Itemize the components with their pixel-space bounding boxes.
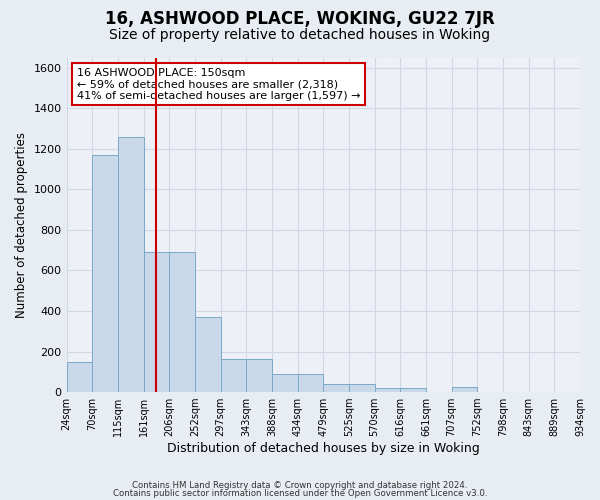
Bar bbox=[349, 384, 374, 392]
Bar bbox=[298, 374, 323, 392]
Text: Contains HM Land Registry data © Crown copyright and database right 2024.: Contains HM Land Registry data © Crown c… bbox=[132, 481, 468, 490]
Text: Contains public sector information licensed under the Open Government Licence v3: Contains public sector information licen… bbox=[113, 488, 487, 498]
Bar bbox=[323, 384, 349, 392]
Bar bbox=[452, 387, 478, 392]
Bar bbox=[272, 374, 298, 392]
Bar bbox=[374, 388, 400, 392]
Text: 16 ASHWOOD PLACE: 150sqm
← 59% of detached houses are smaller (2,318)
41% of sem: 16 ASHWOOD PLACE: 150sqm ← 59% of detach… bbox=[77, 68, 361, 100]
Bar bbox=[246, 358, 272, 392]
Bar bbox=[118, 136, 143, 392]
Bar bbox=[195, 317, 221, 392]
Y-axis label: Number of detached properties: Number of detached properties bbox=[15, 132, 28, 318]
Text: 16, ASHWOOD PLACE, WOKING, GU22 7JR: 16, ASHWOOD PLACE, WOKING, GU22 7JR bbox=[105, 10, 495, 28]
X-axis label: Distribution of detached houses by size in Woking: Distribution of detached houses by size … bbox=[167, 442, 479, 455]
Bar bbox=[67, 362, 92, 392]
Bar bbox=[169, 252, 195, 392]
Text: Size of property relative to detached houses in Woking: Size of property relative to detached ho… bbox=[109, 28, 491, 42]
Bar bbox=[400, 388, 426, 392]
Bar bbox=[143, 252, 169, 392]
Bar bbox=[92, 155, 118, 392]
Bar bbox=[221, 358, 246, 392]
